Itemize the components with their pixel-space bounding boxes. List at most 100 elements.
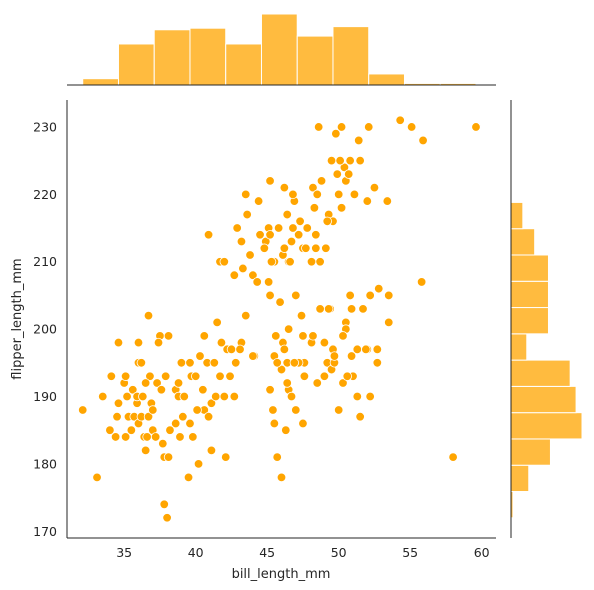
scatter-point [92, 472, 102, 483]
scatter-point [133, 337, 144, 348]
scatter-point [248, 351, 258, 361]
scatter-point [326, 155, 337, 166]
y-tick-label: 210 [33, 254, 57, 269]
scatter-point [106, 371, 117, 381]
scatter-point [272, 358, 282, 368]
scatter-point [395, 115, 405, 125]
scatter-point [192, 405, 202, 415]
scatter-point [145, 371, 155, 381]
scatter-point [206, 445, 217, 456]
scatter-point [199, 331, 209, 341]
scatter-point [288, 189, 298, 200]
histogram-y-bar [510, 228, 536, 256]
scatter-point [365, 290, 375, 301]
scatter-point [112, 412, 122, 422]
scatter-point [282, 209, 292, 220]
scatter-point [235, 344, 245, 355]
histogram-x-bar [153, 29, 191, 86]
x-tick-label: 35 [116, 545, 132, 560]
scatter-point [275, 297, 285, 307]
marginal-y-histogram [510, 100, 583, 538]
scatter-point [295, 216, 305, 226]
scatter-point [302, 223, 312, 233]
scatter-point [301, 243, 311, 253]
scatter-point [209, 358, 219, 368]
scatter-point [406, 122, 417, 132]
histogram-y-bar [510, 280, 549, 309]
scatter-point [160, 371, 171, 381]
scatter-point [336, 203, 347, 213]
scatter-point [342, 371, 352, 381]
scatter-point [266, 257, 277, 267]
scatter-point [299, 371, 310, 381]
scatter-point [253, 196, 264, 206]
histogram-x-bar [117, 43, 155, 86]
scatter-point [332, 169, 342, 179]
scatter-point [286, 236, 297, 247]
scatter-point [374, 283, 384, 294]
scatter-point [255, 230, 265, 240]
y-axis-label: flipper_length_mm [10, 258, 25, 379]
scatter-point [349, 189, 360, 200]
scatter-point [336, 122, 347, 132]
x-tick-label: 40 [188, 545, 204, 560]
scatter-point [206, 398, 217, 408]
histogram-x-bar [296, 35, 334, 86]
histogram-y-bar [510, 385, 577, 414]
scatter-point [319, 371, 330, 381]
scatter-point [183, 472, 194, 483]
scatter-point [345, 290, 355, 301]
scatter-point [259, 243, 270, 253]
scatter-point [215, 371, 225, 381]
scatter-point [156, 385, 167, 395]
scatter-point [334, 405, 344, 415]
histogram-x-bar [82, 78, 119, 86]
scatter-point [329, 351, 340, 361]
scatter-point [384, 290, 394, 301]
scatter-point [309, 203, 320, 213]
scatter-point [448, 452, 458, 462]
scatter-point [170, 418, 181, 429]
histogram-y-bar [510, 359, 571, 387]
scatter-point [315, 257, 325, 267]
y-tick-label: 230 [33, 119, 57, 134]
scatter-point [163, 331, 174, 341]
scatter-point [221, 452, 231, 462]
scatter-point [212, 317, 222, 328]
scatter-point [229, 391, 240, 402]
scatter-point [163, 452, 174, 462]
scatter-point [315, 304, 325, 314]
scatter-point [148, 405, 158, 415]
y-tick-label: 220 [33, 187, 57, 202]
histogram-y-bar [510, 438, 551, 466]
scatter-point [162, 513, 172, 523]
scatter-point [153, 337, 164, 348]
histogram-x-bar [225, 43, 262, 86]
scatter-point [232, 223, 242, 233]
histogram-y-bar [510, 254, 549, 282]
scatter-point [203, 230, 214, 240]
scatter-point [384, 317, 394, 328]
scatter-point [362, 196, 373, 206]
y-tick-label: 170 [33, 524, 57, 539]
scatter-point [241, 189, 251, 200]
scatter-point [190, 371, 201, 381]
scatter-point [283, 324, 294, 334]
scatter-point [185, 418, 195, 429]
scatter-point [346, 304, 357, 314]
scatter-point [265, 290, 275, 301]
scatter-point [128, 385, 138, 395]
x-tick-label: 60 [474, 545, 490, 560]
axes: 35 40 45 50 55 60 170 180 190 200 210 220 230 [33, 100, 496, 560]
scatter-point [219, 257, 230, 267]
scatter-point [225, 371, 235, 381]
scatter-point [286, 391, 297, 402]
scatter-point [219, 391, 230, 402]
scatter-point [98, 391, 108, 402]
x-tick-label: 45 [259, 545, 275, 560]
scatter-point [188, 432, 198, 442]
scatter-point [269, 418, 280, 429]
scatter-point [372, 358, 383, 368]
scatter-point [291, 405, 301, 415]
